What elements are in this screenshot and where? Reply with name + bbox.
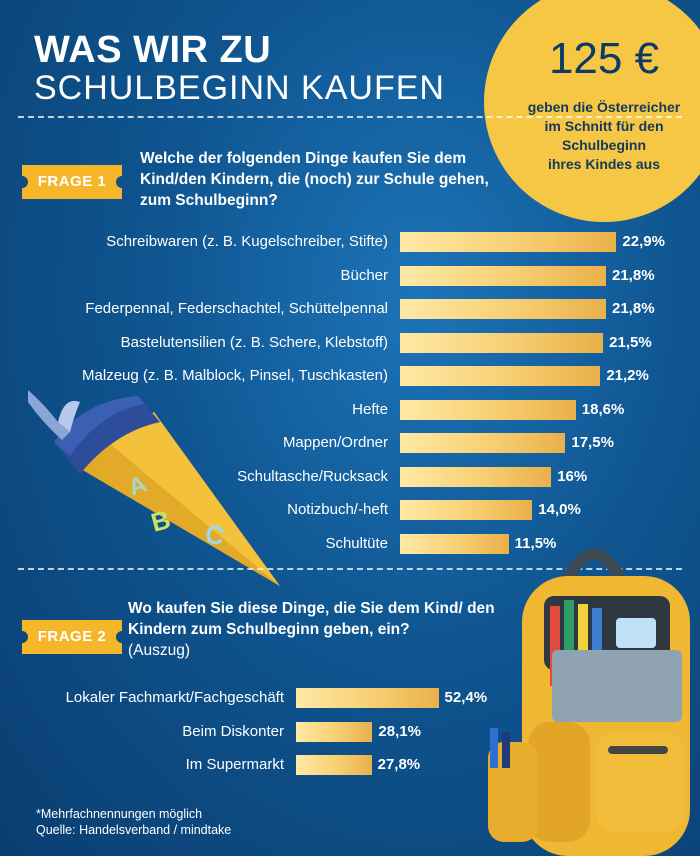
divider-middle [18, 568, 682, 570]
question2-tag: FRAGE 2 [22, 620, 122, 654]
bar-value-label: 21,5% [609, 333, 652, 351]
school-backpack-photo [488, 548, 690, 856]
bar [400, 366, 601, 386]
ticket-shape-icon [22, 620, 122, 654]
bar-value-label: 11,5% [514, 534, 557, 552]
bar-label: Lokaler Fachmarkt/Fachgeschäft [65, 689, 284, 706]
question1-text: Welche der folgenden Dinge kaufen Sie de… [140, 150, 489, 209]
footer: *Mehrfachnennungen möglich Quelle: Hande… [36, 806, 231, 838]
divider-top [18, 116, 682, 118]
bar-label: Federpennal, Federschachtel, Schüttelpen… [85, 300, 388, 317]
bar-label: Malzeug (z. B. Malblock, Pinsel, Tuschka… [82, 367, 388, 384]
highlight-text: geben die Österreicher im Schnitt für de… [494, 98, 700, 174]
bar-value-label: 21,8% [612, 266, 655, 284]
bar-label: Bücher [340, 266, 388, 284]
question2-title: Wo kaufen Sie diese Dinge, die Sie dem K… [128, 600, 495, 638]
bar-value-label: 21,2% [606, 367, 649, 384]
bar-value-label: 27,8% [377, 756, 421, 773]
question2-tag-label: FRAGE 2 [37, 628, 107, 645]
bar [400, 399, 576, 420]
bar [400, 466, 552, 487]
source: Quelle: Handelsverband / mindtake [36, 823, 232, 837]
footnote: *Mehrfachnennungen möglich [36, 807, 203, 821]
bar-value-label: 14,0% [538, 501, 581, 518]
page-title: WAS WIR ZU [34, 29, 272, 71]
bar [400, 299, 606, 319]
bar-label: Notizbuch/-heft [287, 501, 388, 518]
bar [400, 500, 533, 520]
bar-value-label: 21,8% [612, 300, 655, 317]
highlight-circle: 125 € geben die Österreicher im Schnitt … [484, 0, 700, 222]
bar-label: Schultüte [325, 534, 388, 552]
svg-text:C: C [203, 518, 227, 551]
question1-tag: FRAGE 1 [22, 165, 122, 199]
school-cone-illustration: A B C [28, 390, 280, 586]
highlight-text-line: ihres Kindes aus [547, 156, 661, 172]
bar [400, 265, 606, 286]
bar [296, 688, 439, 708]
bar-value-label: 52,4% [444, 689, 488, 706]
bar [400, 533, 509, 554]
question2-subtitle: (Auszug) [128, 642, 191, 659]
highlight-text-line: geben die Österreicher [527, 99, 681, 115]
highlight-text-line: im Schnitt für den [544, 118, 664, 134]
bar-value-label: 28,1% [378, 722, 421, 740]
bar-label: Schultasche/Rucksack [237, 467, 388, 485]
highlight-amount: 125 € [548, 34, 660, 83]
ticket-shape-icon [22, 165, 122, 199]
bar-label: Schreibwaren (z. B. Kugelschreiber, Stif… [106, 233, 388, 250]
bar-label: Im Supermarkt [185, 756, 284, 773]
bar-label: Mappen/Ordner [282, 434, 388, 451]
highlight-text-line: Schulbeginn [562, 137, 646, 153]
bar-value-label: 16% [557, 467, 588, 485]
question2-text: Wo kaufen Sie diese Dinge, die Sie dem K… [128, 598, 528, 661]
bar-label: Beim Diskonter [182, 722, 284, 740]
bar [296, 721, 373, 742]
bar [400, 433, 566, 453]
bar [296, 755, 372, 775]
bar-value-label: 18,6% [581, 400, 625, 418]
bar [400, 232, 617, 252]
bar-label: Bastelutensilien (z. B. Schere, Klebstof… [120, 333, 388, 351]
bar [400, 332, 604, 353]
page-title-line2: SCHULBEGINN KAUFEN [34, 69, 445, 107]
bar-value-label: 17,5% [571, 434, 614, 451]
bar-label: Hefte [352, 400, 388, 418]
bar-value-label: 22,9% [622, 233, 665, 250]
question1-tag-label: FRAGE 1 [37, 173, 107, 190]
